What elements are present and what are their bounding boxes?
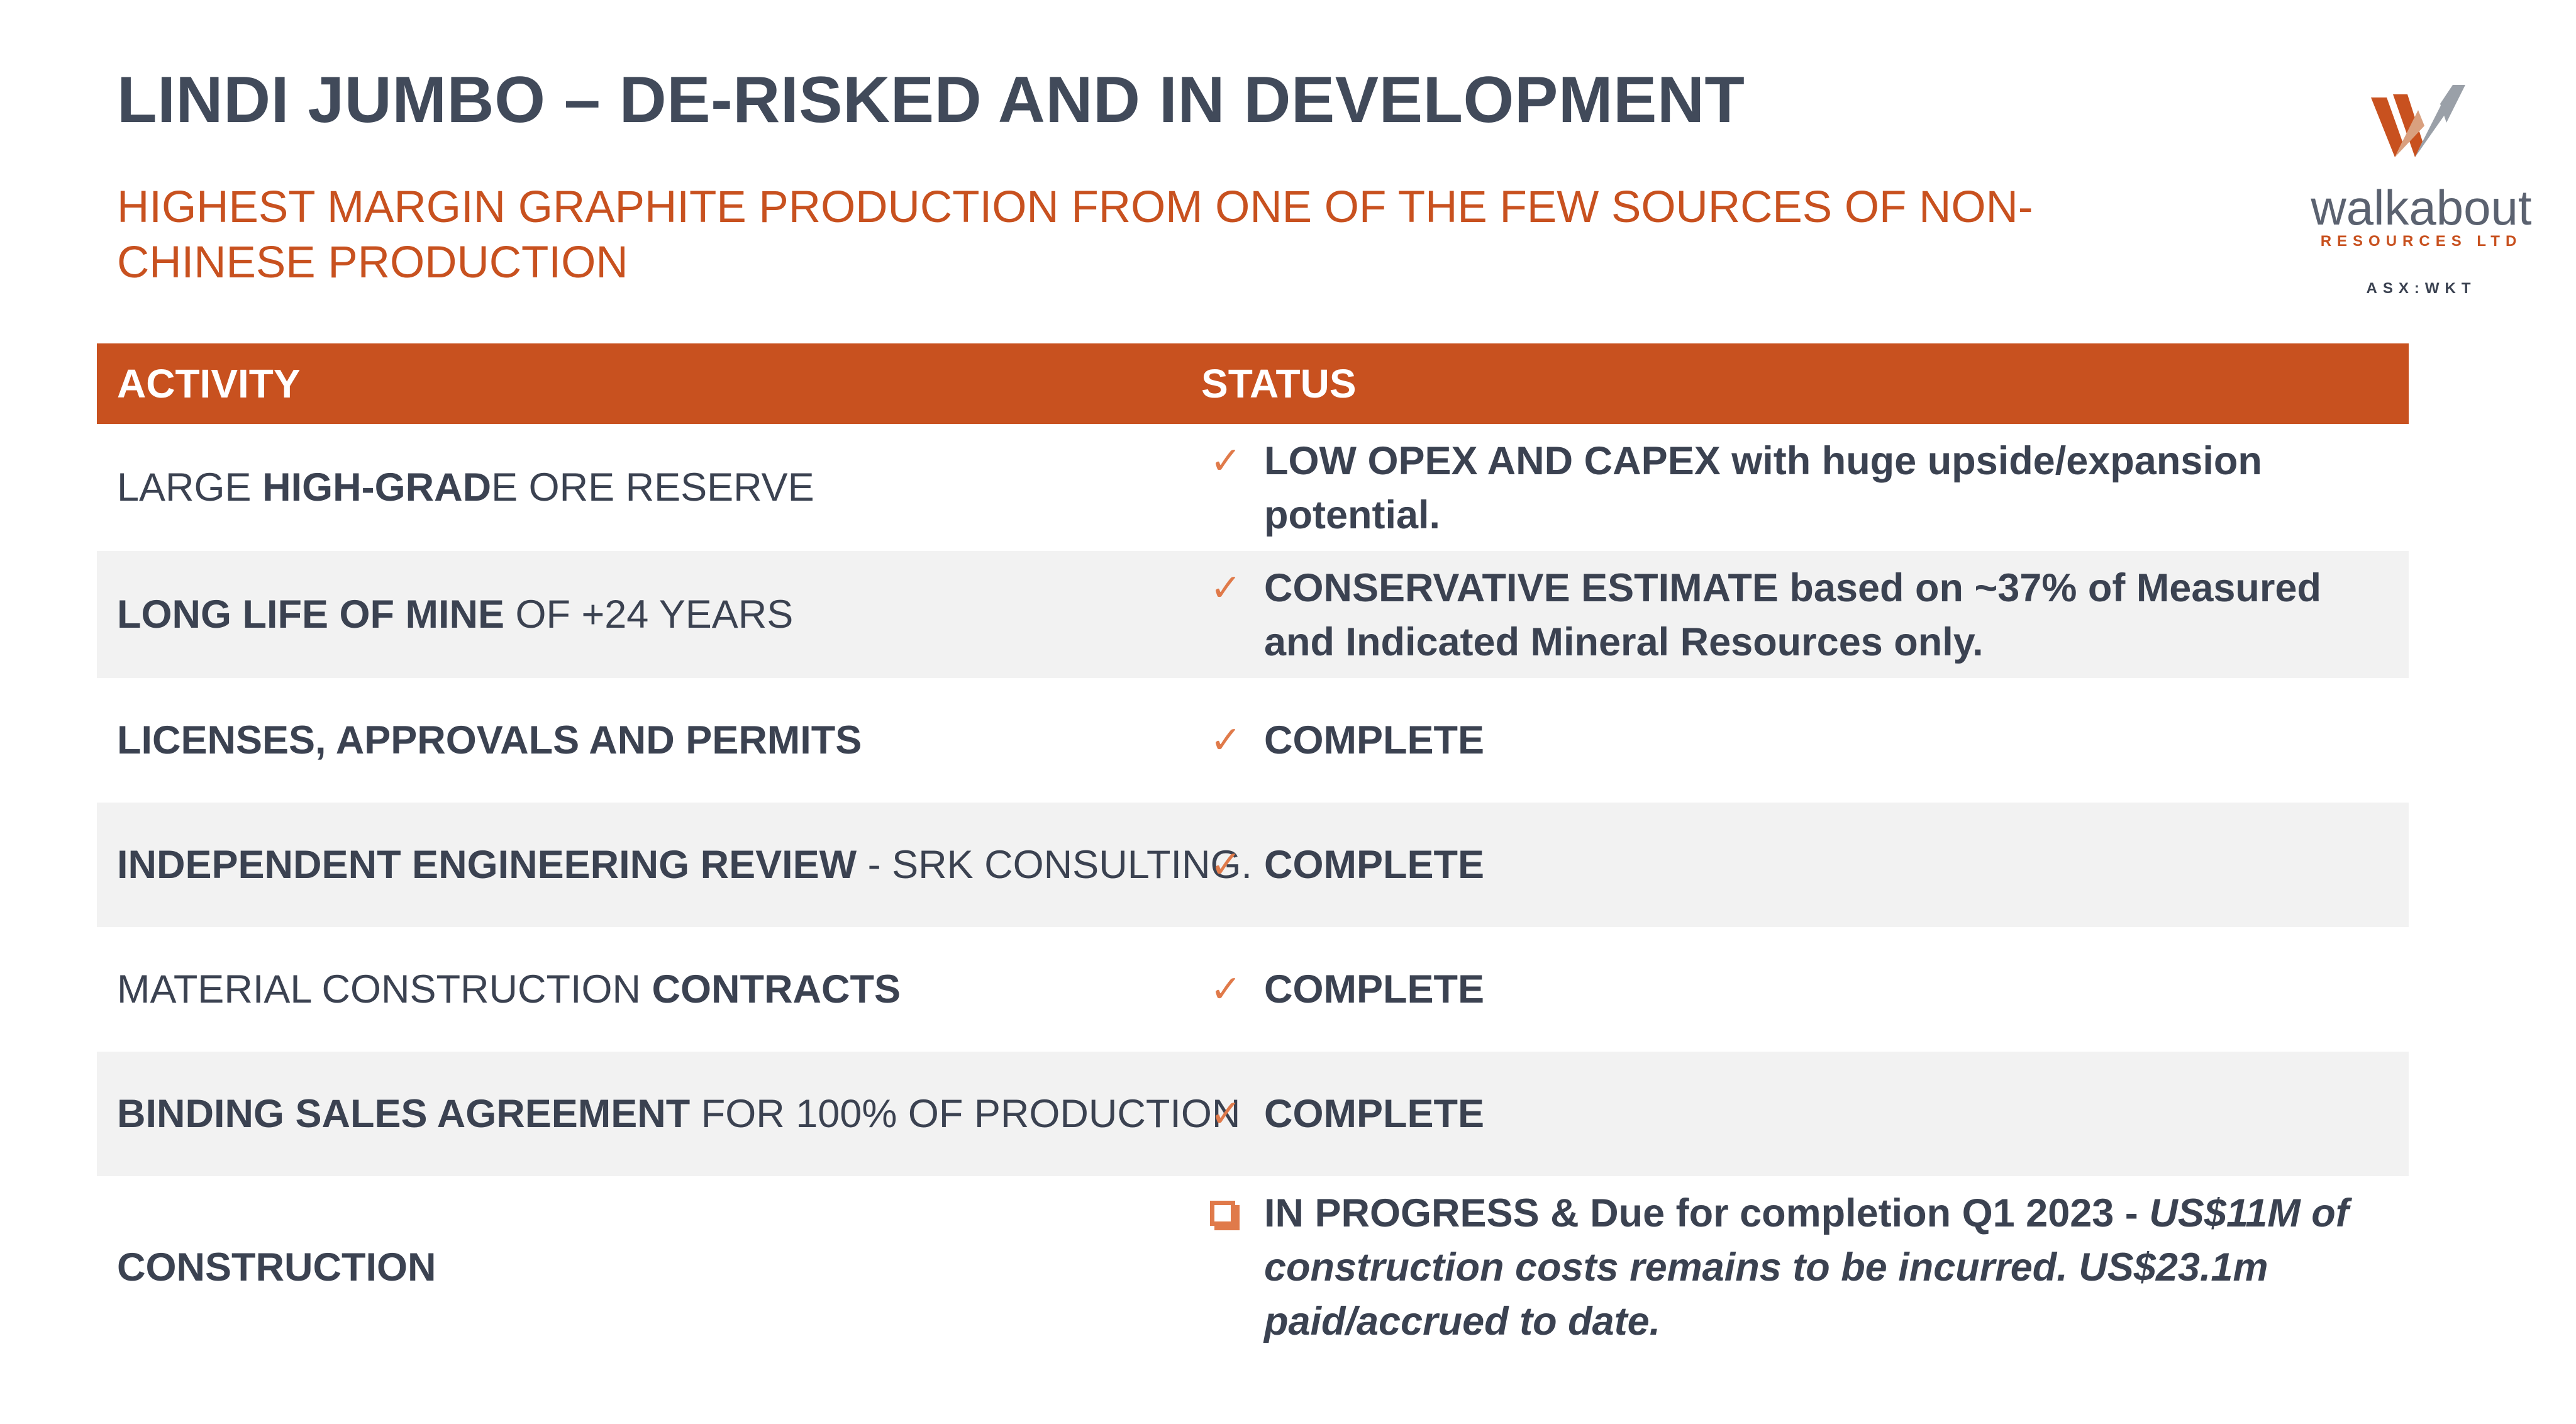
status-cell: ✓ LOW OPEX AND CAPEX with huge upside/ex… — [1201, 424, 2409, 542]
activity-cell: INDEPENDENT ENGINEERING REVIEW - SRK CON… — [97, 842, 1252, 887]
checkbox-icon — [1201, 1186, 1264, 1240]
status-cell: ✓ COMPLETE — [1201, 1087, 2409, 1141]
table-row: BINDING SALES AGREEMENT FOR 100% OF PROD… — [97, 1052, 2409, 1176]
status-cell: ✓ CONSERVATIVE ESTIMATE based on ~37% of… — [1201, 551, 2409, 669]
activity-text: OF +24 YEARS — [504, 592, 794, 637]
table-row: INDEPENDENT ENGINEERING REVIEW - SRK CON… — [97, 803, 2409, 927]
page-subtitle: HIGHEST MARGIN GRAPHITE PRODUCTION FROM … — [117, 182, 2033, 287]
logo-wordmark: walkabout — [2311, 180, 2532, 235]
activity-text: E ORE RESERVE — [491, 465, 814, 509]
activity-bold: CONTRACTS — [652, 967, 901, 1011]
header-activity: ACTIVITY — [117, 361, 301, 406]
logo-ticker: ASX:WKT — [2366, 280, 2477, 297]
check-icon: ✓ — [1210, 567, 1242, 609]
table-row: MATERIAL CONSTRUCTION CONTRACTS ✓ COMPLE… — [97, 927, 2409, 1052]
check-icon: ✓ — [1210, 719, 1242, 761]
status-cell: IN PROGRESS & Due for completion Q1 2023… — [1201, 1176, 2409, 1349]
check-icon: ✓ — [1210, 1093, 1242, 1135]
check-icon: ✓ — [1210, 440, 1242, 482]
activity-cell: MATERIAL CONSTRUCTION CONTRACTS — [97, 967, 1201, 1012]
status-text: LOW OPEX AND CAPEX with huge upside/expa… — [1264, 439, 2262, 537]
status-cell: ✓ COMPLETE — [1201, 962, 2409, 1016]
activity-text: FOR 100% OF PRODUCTION — [690, 1092, 1241, 1136]
activity-cell: LICENSES, APPROVALS AND PERMITS — [97, 718, 1201, 763]
page-title: LINDI JUMBO – DE-RISKED AND IN DEVELOPME… — [117, 64, 1745, 136]
status-cell: ✓ COMPLETE — [1201, 838, 2409, 892]
company-logo: walkabout RESOURCES LTD ASX:WKT — [2289, 82, 2553, 308]
status-text: COMPLETE — [1264, 1092, 1485, 1136]
logo-subtitle: RESOURCES LTD — [2320, 233, 2523, 250]
activity-text: - SRK CONSULTING. — [857, 843, 1253, 887]
activity-bold: BINDING SALES AGREEMENT — [117, 1092, 691, 1136]
activity-bold: CONSTRUCTION — [117, 1245, 436, 1289]
activity-bold: LICENSES, APPROVALS AND PERMITS — [117, 718, 862, 762]
status-text: IN PROGRESS & Due for completion Q1 2023… — [1264, 1191, 2349, 1343]
table-header: ACTIVITY STATUS — [97, 343, 2409, 424]
activity-cell: BINDING SALES AGREEMENT FOR 100% OF PROD… — [97, 1091, 1240, 1137]
check-icon: ✓ — [1210, 968, 1242, 1010]
status-text: CONSERVATIVE ESTIMATE based on ~37% of M… — [1264, 566, 2321, 664]
walkabout-logo-icon — [2371, 85, 2465, 157]
activity-text: MATERIAL CONSTRUCTION — [117, 967, 652, 1011]
check-icon: ✓ — [1210, 843, 1242, 886]
activity-cell: LARGE HIGH-GRADE ORE RESERVE — [97, 465, 1201, 510]
status-cell: ✓ COMPLETE — [1201, 713, 2409, 767]
activity-cell: LONG LIFE OF MINE OF +24 YEARS — [97, 592, 1201, 637]
activity-cell: CONSTRUCTION — [97, 1245, 1201, 1290]
activity-bold: HIGH-GRAD — [262, 465, 492, 509]
activity-text: LARGE — [117, 465, 263, 509]
status-text: COMPLETE — [1264, 967, 1485, 1011]
status-text: COMPLETE — [1264, 718, 1485, 762]
status-text: COMPLETE — [1264, 843, 1485, 887]
table-row: LARGE HIGH-GRADE ORE RESERVE ✓ LOW OPEX … — [97, 424, 2409, 551]
activity-bold: LONG LIFE OF MINE — [117, 592, 504, 637]
activity-bold: INDEPENDENT ENGINEERING REVIEW — [117, 843, 857, 887]
table-row: LICENSES, APPROVALS AND PERMITS ✓ COMPLE… — [97, 678, 2409, 803]
header-status: STATUS — [1201, 361, 1357, 406]
table-row: LONG LIFE OF MINE OF +24 YEARS ✓ CONSERV… — [97, 551, 2409, 678]
table-row: CONSTRUCTION IN PROGRESS & Due for compl… — [97, 1176, 2409, 1359]
activity-status-table: ACTIVITY STATUS LARGE HIGH-GRADE ORE RES… — [97, 343, 2409, 1359]
